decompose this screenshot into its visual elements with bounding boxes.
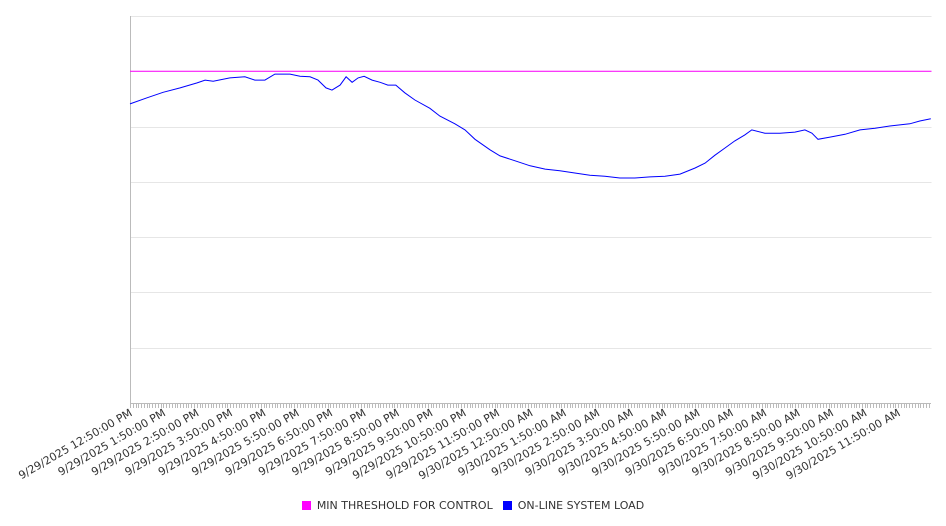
legend-item-threshold[interactable]: MIN THRESHOLD FOR CONTROL	[301, 499, 493, 512]
legend-label: ON-LINE SYSTEM LOAD	[517, 499, 645, 512]
x-axis-labels: 9/29/2025 12:50:00 PM9/29/2025 1:50:00 P…	[16, 406, 902, 482]
legend-label: MIN THRESHOLD FOR CONTROL	[316, 499, 493, 512]
gridlines	[130, 16, 932, 349]
legend: MIN THRESHOLD FOR CONTROL ON-LINE SYSTEM…	[0, 499, 946, 512]
legend-item-system-load[interactable]: ON-LINE SYSTEM LOAD	[502, 499, 645, 512]
x-axis-ticks	[130, 403, 930, 408]
system-load-swatch	[502, 501, 512, 510]
system-load-line	[129, 73, 931, 179]
series-lines	[129, 70, 932, 179]
threshold-swatch	[301, 501, 311, 510]
